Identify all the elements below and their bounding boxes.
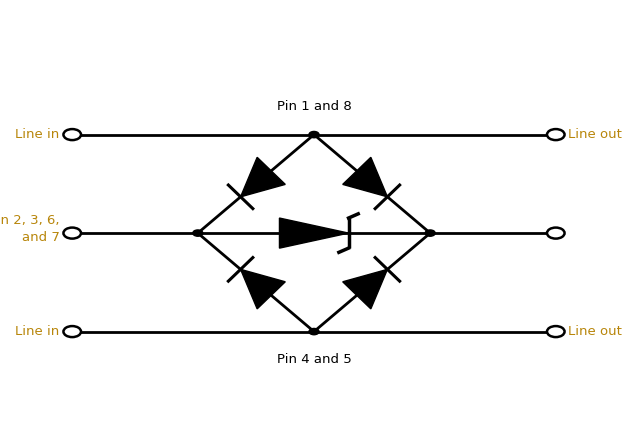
Circle shape: [309, 131, 319, 138]
Circle shape: [63, 326, 81, 337]
Text: Functional Block Diagram: Functional Block Diagram: [11, 12, 269, 30]
Circle shape: [309, 328, 319, 335]
Circle shape: [547, 129, 565, 140]
Text: Line out: Line out: [568, 325, 622, 338]
Circle shape: [193, 230, 203, 236]
Circle shape: [425, 230, 435, 236]
Text: Line out: Line out: [568, 128, 622, 141]
Text: Line in: Line in: [16, 128, 60, 141]
Circle shape: [63, 228, 81, 238]
Polygon shape: [343, 269, 387, 309]
Circle shape: [547, 228, 565, 238]
Polygon shape: [343, 157, 387, 197]
Polygon shape: [279, 218, 349, 248]
Polygon shape: [241, 269, 285, 309]
Circle shape: [547, 326, 565, 337]
Text: Pin 1 and 8: Pin 1 and 8: [276, 100, 352, 113]
Circle shape: [63, 129, 81, 140]
Polygon shape: [241, 157, 285, 197]
Text: Pin 4 and 5: Pin 4 and 5: [276, 353, 352, 366]
Text: Line in: Line in: [16, 325, 60, 338]
Text: Pin 2, 3, 6,
and 7: Pin 2, 3, 6, and 7: [0, 214, 60, 244]
